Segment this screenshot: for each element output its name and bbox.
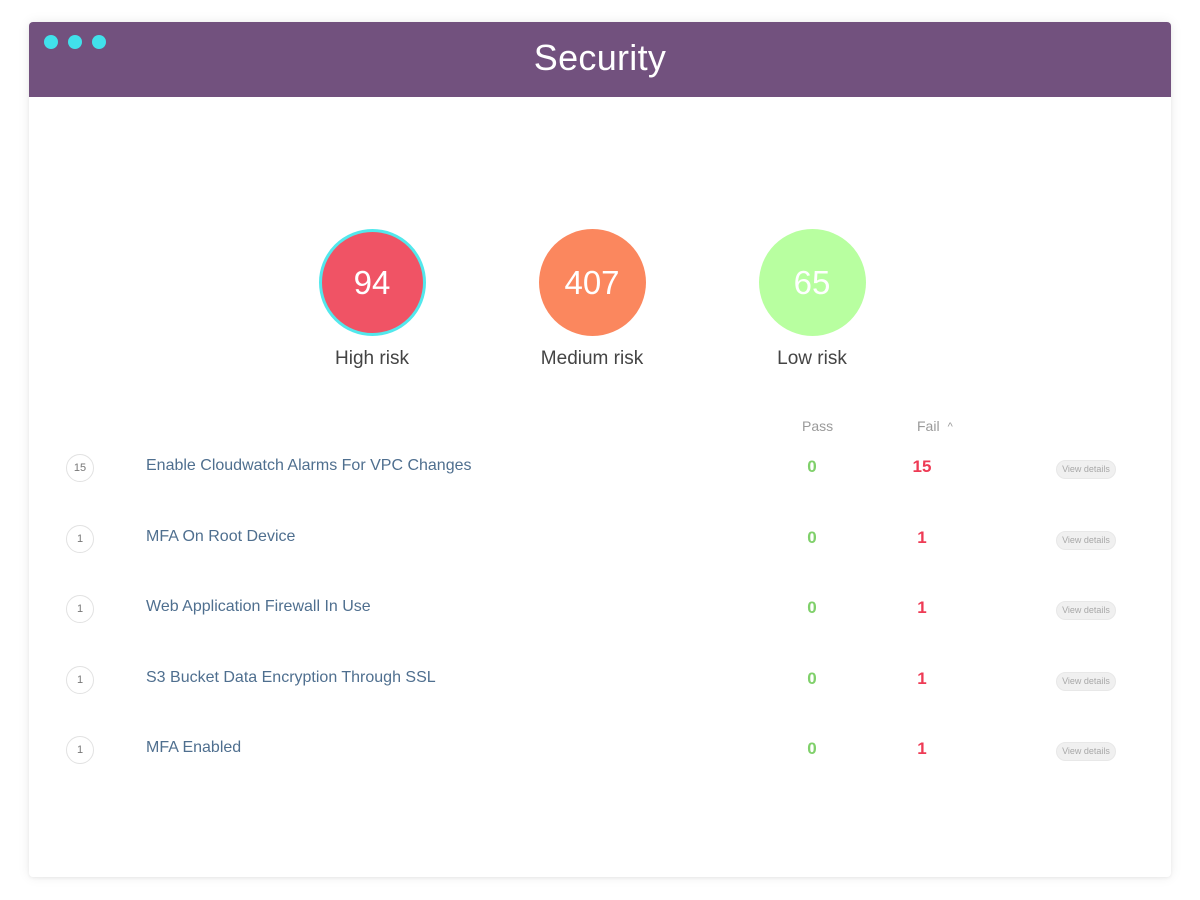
- count-badge: 1: [66, 525, 94, 553]
- security-window: Security 94 High risk 407 Medium risk 65…: [29, 22, 1171, 877]
- rule-name[interactable]: Web Application Firewall In Use: [146, 598, 371, 615]
- column-header-fail-label: Fail: [917, 418, 940, 434]
- fail-count: 15: [912, 457, 932, 476]
- pass-count: 0: [807, 457, 817, 476]
- rule-name[interactable]: Enable Cloudwatch Alarms For VPC Changes: [146, 457, 472, 474]
- risk-high-circle[interactable]: 94: [318, 229, 426, 336]
- view-details-button[interactable]: View details: [1056, 742, 1116, 761]
- table-row: 1 Web Application Firewall In Use 0 1 Vi…: [29, 591, 1171, 631]
- count-badge: 1: [66, 666, 94, 694]
- risk-medium[interactable]: 407 Medium risk: [512, 229, 672, 370]
- pass-count: 0: [807, 669, 817, 688]
- pass-count: 0: [807, 739, 817, 758]
- table-row: 15 Enable Cloudwatch Alarms For VPC Chan…: [29, 450, 1171, 490]
- view-details-button[interactable]: View details: [1056, 601, 1116, 620]
- fail-count: 1: [917, 739, 927, 758]
- risk-medium-circle[interactable]: 407: [538, 229, 646, 336]
- table-row: 1 S3 Bucket Data Encryption Through SSL …: [29, 662, 1171, 702]
- rule-name[interactable]: MFA On Root Device: [146, 528, 296, 545]
- count-badge: 1: [66, 595, 94, 623]
- pass-count: 0: [807, 598, 817, 617]
- pass-count: 0: [807, 528, 817, 547]
- count-badge: 1: [66, 736, 94, 764]
- fail-count: 1: [917, 598, 927, 617]
- table-row: 1 MFA On Root Device 0 1 View details: [29, 521, 1171, 561]
- risk-medium-label: Medium risk: [540, 348, 644, 369]
- fail-count: 1: [917, 528, 927, 547]
- page-title: Security: [533, 37, 667, 78]
- risk-high[interactable]: 94 High risk: [292, 229, 452, 370]
- column-header-fail[interactable]: Fail ^: [917, 418, 953, 434]
- rule-name[interactable]: S3 Bucket Data Encryption Through SSL: [146, 669, 436, 686]
- view-details-button[interactable]: View details: [1056, 531, 1116, 550]
- column-header-pass[interactable]: Pass: [802, 418, 833, 434]
- fail-count: 1: [917, 669, 927, 688]
- risk-low[interactable]: 65 Low risk: [732, 229, 892, 370]
- column-header-pass-label: Pass: [802, 418, 834, 434]
- title-bar: Security: [29, 22, 1171, 97]
- risk-low-circle[interactable]: 65: [758, 229, 866, 336]
- risk-low-label: Low risk: [777, 348, 847, 369]
- count-badge: 15: [66, 454, 94, 482]
- rule-name[interactable]: MFA Enabled: [146, 739, 242, 756]
- view-details-button[interactable]: View details: [1056, 672, 1116, 691]
- table-row: 1 MFA Enabled 0 1 View details: [29, 732, 1171, 772]
- window-close-dot[interactable]: [44, 35, 58, 49]
- window-maximize-dot[interactable]: [92, 35, 106, 49]
- window-minimize-dot[interactable]: [68, 35, 82, 49]
- view-details-button[interactable]: View details: [1056, 460, 1116, 479]
- chevron-up-icon[interactable]: ^: [947, 421, 953, 433]
- risk-high-label: High risk: [335, 348, 409, 369]
